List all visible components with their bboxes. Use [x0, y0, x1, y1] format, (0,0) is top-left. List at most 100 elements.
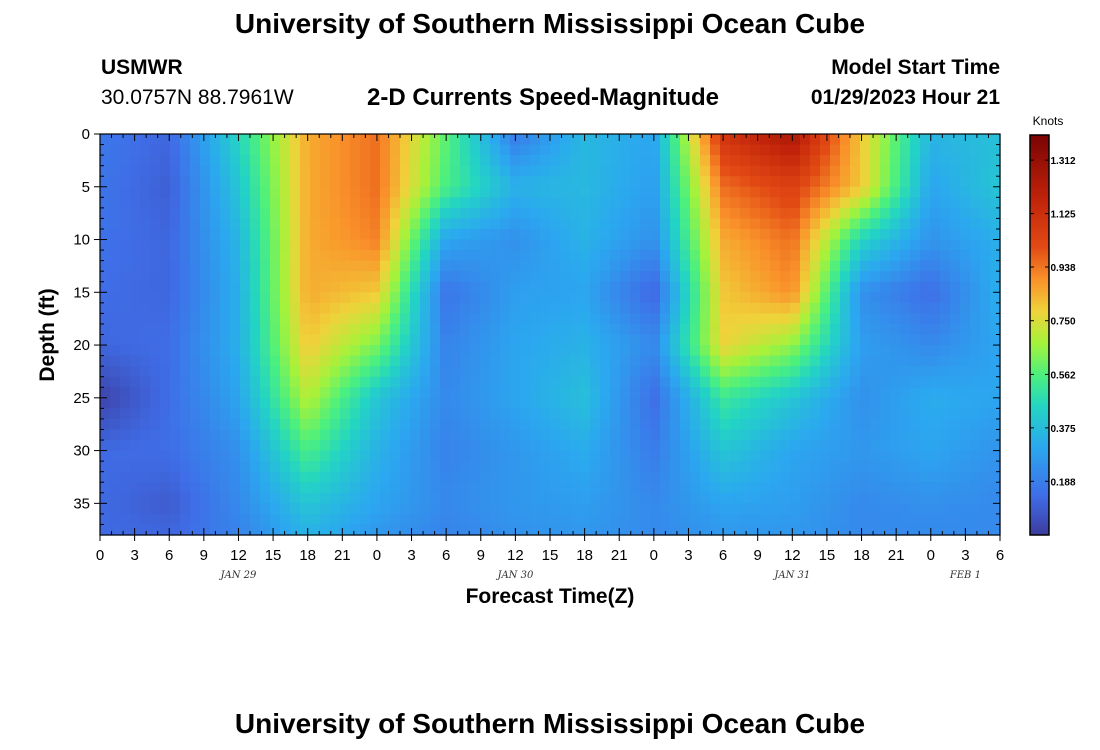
heatmap-cell: [760, 197, 771, 209]
heatmap-cell: [630, 176, 641, 188]
heatmap-cell: [730, 165, 741, 177]
heatmap-cell: [620, 250, 631, 262]
heatmap-cell: [260, 376, 271, 388]
heatmap-cell: [860, 366, 871, 378]
heatmap-cell: [330, 366, 341, 378]
heatmap-cell: [800, 482, 811, 494]
heatmap-cell: [920, 260, 931, 272]
heatmap-cell: [430, 165, 441, 177]
heatmap-cell: [200, 239, 211, 251]
heatmap-cell: [510, 450, 521, 462]
heatmap-cell: [560, 239, 571, 251]
heatmap-cell: [160, 345, 171, 357]
heatmap-cell: [950, 450, 961, 462]
heatmap-cell: [430, 461, 441, 473]
heatmap-cell: [790, 302, 801, 314]
heatmap-cell: [360, 165, 371, 177]
heatmap-cell: [440, 207, 451, 220]
heatmap-cell: [170, 450, 181, 462]
heatmap-cell: [880, 165, 891, 177]
heatmap-cell: [390, 228, 401, 241]
heatmap-cell: [250, 292, 261, 304]
heatmap-cell: [250, 271, 261, 283]
heatmap-cell: [550, 176, 561, 188]
heatmap-cell: [860, 471, 871, 483]
heatmap-cell: [780, 218, 791, 230]
heatmap-cell: [490, 228, 501, 241]
heatmap-cell: [600, 355, 611, 367]
heatmap-cell: [420, 144, 431, 156]
heatmap-cell: [530, 345, 541, 357]
heatmap-cell: [700, 355, 711, 367]
heatmap-cell: [800, 492, 811, 504]
heatmap-cell: [820, 197, 831, 209]
heatmap-cell: [670, 376, 681, 388]
heatmap-cell: [150, 292, 161, 304]
heatmap-cell: [180, 281, 191, 293]
heatmap-cell: [190, 429, 201, 441]
heatmap-cell: [350, 250, 361, 262]
heatmap-cell: [690, 260, 701, 272]
heatmap-cell: [210, 355, 221, 367]
heatmap-cell: [650, 313, 661, 325]
heatmap-cell: [100, 323, 111, 336]
heatmap-cell: [610, 207, 621, 220]
heatmap-cell: [460, 271, 471, 283]
heatmap-cell: [310, 281, 321, 293]
heatmap-cell: [180, 165, 191, 177]
heatmap-cell: [920, 492, 931, 504]
heatmap-cell: [830, 471, 841, 483]
heatmap-cell: [310, 376, 321, 388]
heatmap-cell: [340, 271, 351, 283]
heatmap-cell: [830, 492, 841, 504]
heatmap-cell: [840, 429, 851, 441]
heatmap-cell: [150, 345, 161, 357]
heatmap-cell: [650, 345, 661, 357]
heatmap-cell: [650, 292, 661, 304]
heatmap-cell: [280, 197, 291, 209]
heatmap-cell: [540, 323, 551, 336]
heatmap-cell: [700, 387, 711, 399]
heatmap-cell: [630, 271, 641, 283]
heatmap-cell: [480, 281, 491, 293]
heatmap-cell: [760, 134, 771, 146]
heatmap-cell: [980, 228, 991, 241]
heatmap-cell: [770, 281, 781, 293]
heatmap-cell: [100, 218, 111, 230]
heatmap-cell: [690, 207, 701, 220]
heatmap-cell: [360, 302, 371, 314]
heatmap-cell: [680, 165, 691, 177]
heatmap-cell: [960, 218, 971, 230]
heatmap-cell: [810, 207, 821, 220]
heatmap-cell: [500, 355, 511, 367]
heatmap-cell: [650, 176, 661, 188]
heatmap-cell: [120, 492, 131, 504]
heatmap-cell: [400, 376, 411, 388]
heatmap-cell: [920, 176, 931, 188]
heatmap-cell: [820, 418, 831, 431]
heatmap-cell: [620, 176, 631, 188]
heatmap-cell: [100, 239, 111, 251]
heatmap-cell: [600, 334, 611, 346]
heatmap-cell: [740, 155, 751, 167]
heatmap-cell: [440, 492, 451, 504]
heatmap-cell: [230, 418, 241, 431]
heatmap-cell: [200, 334, 211, 346]
heatmap-cell: [920, 355, 931, 367]
heatmap-cell: [300, 239, 311, 251]
heatmap-cell: [710, 134, 721, 146]
heatmap-cell: [820, 482, 831, 494]
heatmap-cell: [470, 260, 481, 272]
heatmap-cell: [350, 376, 361, 388]
heatmap-cell: [680, 397, 691, 409]
heatmap-cell: [130, 197, 141, 209]
heatmap-cell: [640, 397, 651, 409]
heatmap-cell: [450, 345, 461, 357]
heatmap-cell: [910, 228, 921, 241]
heatmap-cell: [650, 155, 661, 167]
heatmap-cell: [400, 429, 411, 441]
heatmap-cell: [900, 250, 911, 262]
heatmap-cell: [670, 165, 681, 177]
heatmap-cell: [500, 450, 511, 462]
